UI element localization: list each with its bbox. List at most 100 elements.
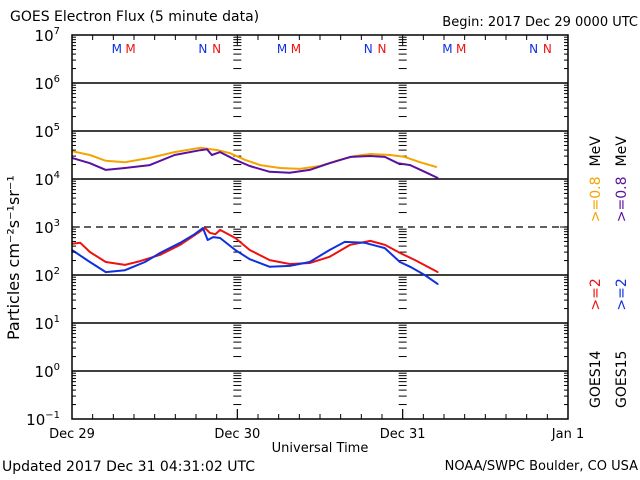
data-point bbox=[149, 164, 151, 166]
data-point bbox=[89, 162, 91, 164]
legend-column-goes15: GOES15 >=2 >=0.8 MeV bbox=[614, 136, 630, 408]
local-time-marker: M bbox=[291, 42, 301, 56]
data-point bbox=[104, 271, 107, 273]
data-point bbox=[409, 266, 412, 268]
data-point bbox=[349, 243, 352, 246]
data-point bbox=[199, 147, 201, 149]
data-point bbox=[437, 283, 439, 285]
y-tick-base: 10 bbox=[35, 75, 54, 93]
x-tick-label: Dec 30 bbox=[214, 427, 260, 442]
data-point bbox=[399, 252, 401, 254]
data-point bbox=[268, 259, 271, 261]
data-point bbox=[397, 162, 399, 164]
y-tick-label: 10−1 bbox=[26, 410, 60, 429]
data-point bbox=[288, 171, 291, 174]
data-point bbox=[414, 259, 416, 261]
local-time-marker: M bbox=[125, 42, 135, 56]
data-point bbox=[234, 159, 237, 161]
data-point bbox=[211, 154, 213, 156]
data-point bbox=[89, 251, 91, 253]
data-point bbox=[244, 159, 246, 161]
series-line-goes14-2-mev bbox=[71, 227, 439, 273]
data-point bbox=[349, 156, 352, 158]
data-point bbox=[419, 161, 421, 163]
data-point bbox=[428, 267, 431, 269]
local-time-marker: N bbox=[212, 42, 221, 56]
data-point bbox=[288, 265, 291, 267]
credit-label: NOAA/SWPC Boulder, CO USA bbox=[444, 459, 638, 474]
data-point bbox=[206, 239, 209, 241]
data-point bbox=[363, 242, 366, 244]
y-tick-exponent: 7 bbox=[54, 26, 60, 37]
series-layer bbox=[71, 146, 439, 285]
local-time-marker: N bbox=[198, 42, 207, 56]
y-tick-label: 105 bbox=[35, 122, 60, 141]
data-point bbox=[299, 168, 301, 170]
data-point bbox=[383, 247, 386, 249]
data-point bbox=[124, 269, 126, 272]
data-point bbox=[179, 243, 181, 246]
y-tick-base: 10 bbox=[35, 315, 54, 333]
data-point bbox=[217, 149, 219, 151]
data-point bbox=[288, 263, 291, 265]
legend-satellite: GOES14 bbox=[588, 350, 604, 408]
data-point bbox=[423, 171, 426, 173]
y-tick-exponent: 1 bbox=[54, 314, 60, 325]
data-point bbox=[234, 249, 237, 251]
data-point bbox=[437, 271, 439, 273]
y-tick-base: 10 bbox=[35, 27, 54, 45]
y-tick-base: 10 bbox=[26, 411, 45, 429]
y-tick-exponent: −1 bbox=[45, 410, 60, 421]
legend-entry: >=2 bbox=[614, 278, 630, 311]
x-tick-label: Jan 1 bbox=[551, 427, 584, 442]
local-time-marker: M bbox=[277, 42, 287, 56]
data-point bbox=[248, 249, 251, 251]
data-point bbox=[204, 227, 206, 229]
data-point bbox=[234, 237, 237, 239]
data-point bbox=[328, 249, 331, 251]
local-time-marker: N bbox=[543, 42, 552, 56]
x-tick-label: Dec 31 bbox=[380, 427, 426, 442]
data-point bbox=[159, 254, 161, 256]
data-point bbox=[403, 156, 406, 158]
data-point bbox=[124, 167, 126, 169]
local-time-marker: N bbox=[529, 42, 538, 56]
data-point bbox=[104, 261, 107, 263]
y-tick-base: 10 bbox=[35, 123, 54, 141]
data-point bbox=[423, 274, 426, 276]
y-tick-exponent: 2 bbox=[54, 266, 60, 277]
data-point bbox=[149, 157, 151, 159]
data-point bbox=[173, 154, 176, 156]
data-point bbox=[383, 156, 386, 158]
data-point bbox=[173, 151, 176, 153]
local-time-marker: N bbox=[364, 42, 373, 56]
y-tick-exponent: 0 bbox=[54, 362, 60, 373]
data-point bbox=[437, 177, 439, 179]
legend-entry: >=0.8 bbox=[614, 176, 630, 223]
data-point bbox=[159, 252, 161, 254]
y-tick-label: 100 bbox=[35, 362, 60, 381]
y-tick-exponent: 5 bbox=[54, 122, 60, 133]
y-tick-label: 106 bbox=[35, 74, 60, 93]
begin-time-label: Begin: 2017 Dec 29 0000 UTC bbox=[442, 15, 638, 30]
y-axis-label: Particles cm⁻²s⁻¹sr⁻¹ bbox=[4, 175, 23, 340]
data-point bbox=[328, 255, 331, 258]
data-point bbox=[89, 154, 91, 156]
data-point bbox=[248, 258, 251, 260]
data-point bbox=[104, 159, 107, 162]
x-tick-label: Dec 29 bbox=[49, 427, 95, 442]
data-point bbox=[369, 155, 372, 157]
data-point bbox=[202, 227, 204, 229]
y-tick-base: 10 bbox=[35, 363, 54, 381]
data-point bbox=[179, 242, 181, 244]
local-time-marker: N bbox=[378, 42, 387, 56]
data-point bbox=[435, 166, 438, 168]
data-point bbox=[124, 264, 126, 266]
data-point bbox=[124, 161, 126, 163]
y-tick-label: 107 bbox=[35, 26, 60, 45]
local-time-marker: M bbox=[112, 42, 122, 56]
x-axis-label: Universal Time bbox=[272, 441, 369, 456]
legend-satellite: GOES15 bbox=[614, 350, 630, 408]
data-point bbox=[139, 260, 141, 262]
